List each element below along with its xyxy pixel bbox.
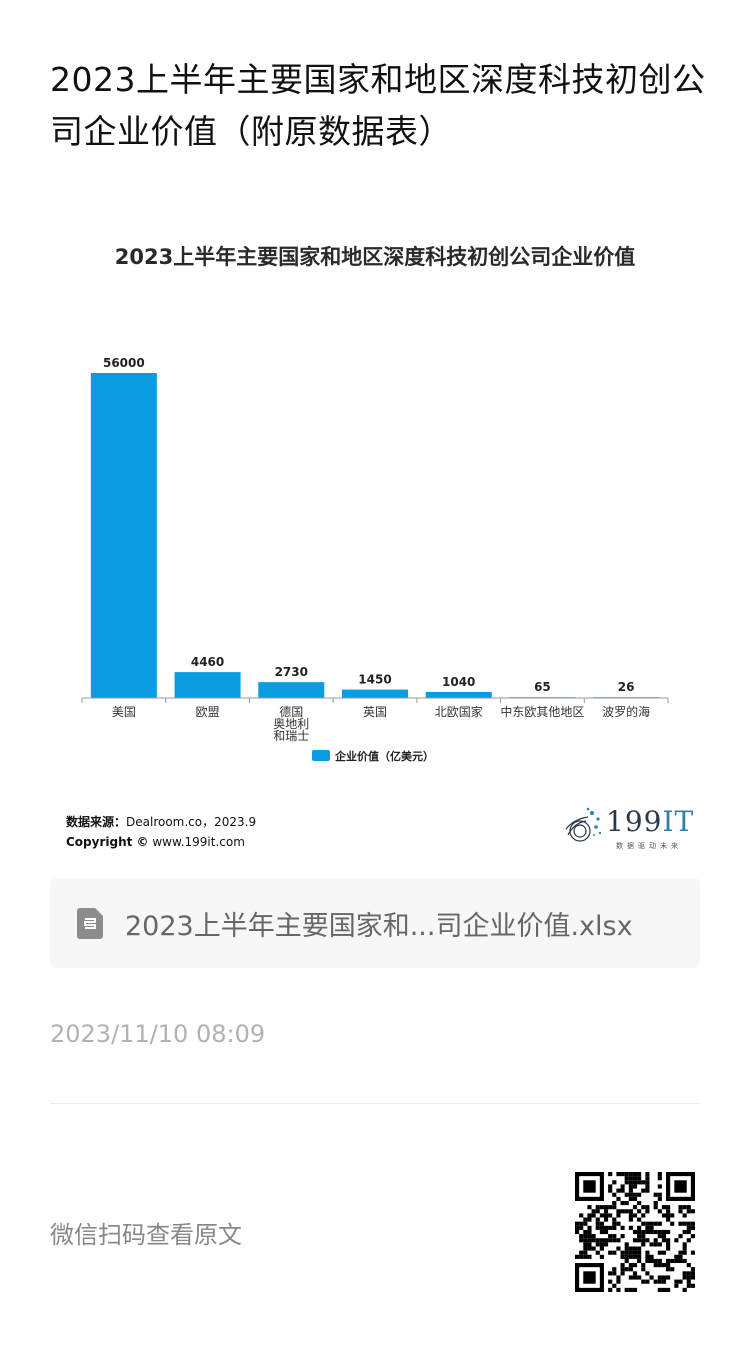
copyright-text: www.199it.com: [148, 835, 245, 849]
category-label-0: 美国: [112, 705, 136, 719]
spreadsheet-file-icon: [77, 908, 103, 939]
source-label: 数据来源：: [66, 815, 127, 829]
attachment-card[interactable]: 2023上半年主要国家和...司企业价值.xlsx: [50, 878, 700, 968]
chart-title: 2023上半年主要国家和地区深度科技初创公司企业价值: [114, 245, 636, 269]
data-label-3: 1450: [358, 673, 391, 687]
brand-slogan: 数据驱动未来: [616, 842, 682, 850]
data-label-5: 65: [534, 680, 551, 694]
publish-timestamp: 2023/11/10 08:09: [50, 1020, 266, 1048]
dandelion-logo-icon: [565, 807, 602, 842]
bar-0: [90, 373, 157, 698]
copyright-label: Copyright ©: [66, 835, 149, 849]
brand-name: 199IT: [606, 805, 694, 838]
category-label-1: 欧盟: [196, 705, 220, 719]
brand-name-it: IT: [662, 805, 695, 838]
divider: [50, 1103, 700, 1104]
attachment-filename[interactable]: 2023上半年主要国家和...司企业价值.xlsx: [125, 911, 633, 942]
chart-image: 2023上半年主要国家和地区深度科技初创公司企业价值 56000 美国 4460 欧盟…: [50, 225, 700, 865]
bar-3: [342, 689, 408, 698]
brand-name-number: 199: [606, 805, 663, 838]
file-s-glyph-icon: [84, 918, 96, 929]
qr-code[interactable]: [575, 1172, 695, 1292]
scan-prompt: 微信扫码查看原文: [50, 1221, 242, 1249]
data-label-2: 2730: [275, 665, 308, 679]
data-label-0: 56000: [103, 356, 145, 370]
category-label-3: 英国: [363, 705, 387, 719]
data-label-6: 26: [618, 680, 635, 694]
legend-swatch: [312, 750, 330, 761]
category-label-5: 中东欧其他地区: [500, 704, 584, 719]
data-label-4: 1040: [442, 675, 475, 689]
legend-label: 企业价值（亿美元）: [334, 749, 434, 763]
source-text: Dealroom.co，2023.9: [126, 815, 257, 829]
bar-4: [425, 691, 492, 698]
article-title: 2023上半年主要国家和地区深度科技初创公司企业价值（附原数据表）: [50, 60, 706, 151]
bar-chart: 56000 美国 4460 欧盟 2730 德国奥地利和瑞士 1450 英国 1040 北欧国家 6…: [81, 356, 669, 763]
bar-1: [174, 672, 241, 698]
category-label-4: 北欧国家: [435, 704, 483, 719]
bar-2: [258, 682, 325, 698]
brand-logo: 199IT 数据驱动未来: [560, 805, 700, 855]
category-label-2: 德国奥地利和瑞士: [273, 704, 309, 743]
source-block: 数据来源：Dealroom.co，2023.9 Copyright © www.…: [66, 812, 256, 852]
category-label-6: 波罗的海: [602, 704, 650, 719]
data-label-1: 4460: [191, 655, 224, 669]
